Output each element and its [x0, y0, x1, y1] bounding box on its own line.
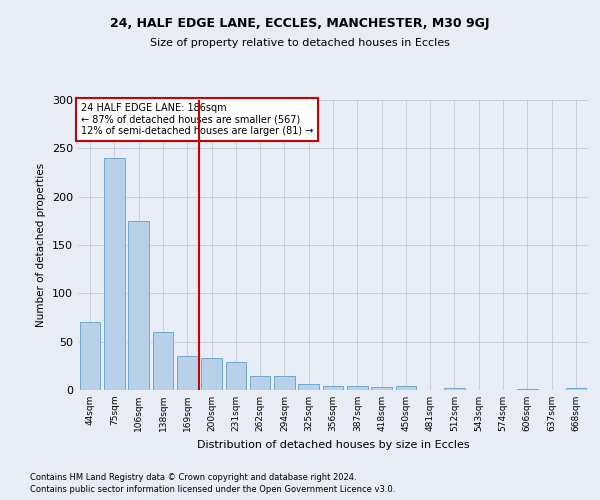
Bar [323, 386, 343, 390]
Bar [80, 322, 100, 390]
Text: 24, HALF EDGE LANE, ECCLES, MANCHESTER, M30 9GJ: 24, HALF EDGE LANE, ECCLES, MANCHESTER, … [110, 18, 490, 30]
Text: 24 HALF EDGE LANE: 186sqm
← 87% of detached houses are smaller (567)
12% of semi: 24 HALF EDGE LANE: 186sqm ← 87% of detac… [80, 103, 313, 136]
Bar [226, 362, 246, 390]
Bar [177, 356, 197, 390]
Bar [201, 358, 222, 390]
Bar [566, 388, 586, 390]
Bar [128, 221, 149, 390]
X-axis label: Distribution of detached houses by size in Eccles: Distribution of detached houses by size … [197, 440, 469, 450]
Bar [250, 376, 271, 390]
Text: Contains HM Land Registry data © Crown copyright and database right 2024.: Contains HM Land Registry data © Crown c… [30, 472, 356, 482]
Bar [104, 158, 125, 390]
Text: Size of property relative to detached houses in Eccles: Size of property relative to detached ho… [150, 38, 450, 48]
Y-axis label: Number of detached properties: Number of detached properties [37, 163, 46, 327]
Bar [347, 386, 368, 390]
Bar [517, 389, 538, 390]
Bar [274, 376, 295, 390]
Text: Contains public sector information licensed under the Open Government Licence v3: Contains public sector information licen… [30, 485, 395, 494]
Bar [395, 386, 416, 390]
Bar [371, 387, 392, 390]
Bar [298, 384, 319, 390]
Bar [152, 332, 173, 390]
Bar [444, 388, 465, 390]
